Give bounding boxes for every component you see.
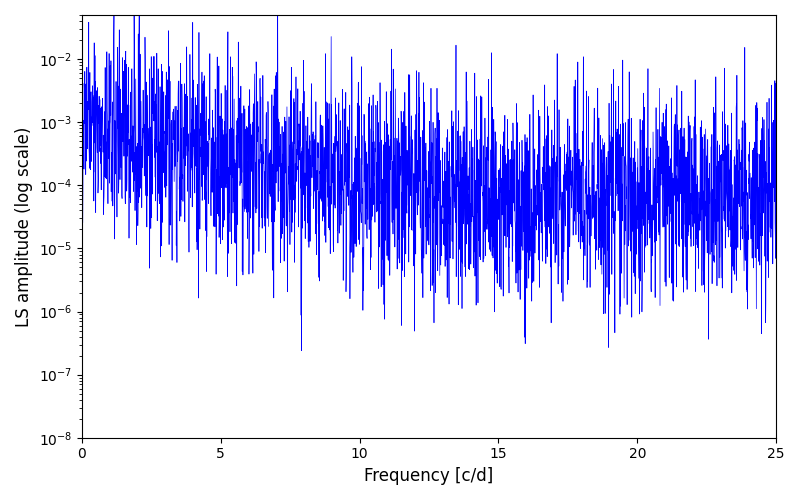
X-axis label: Frequency [c/d]: Frequency [c/d]	[364, 467, 494, 485]
Y-axis label: LS amplitude (log scale): LS amplitude (log scale)	[15, 126, 33, 326]
